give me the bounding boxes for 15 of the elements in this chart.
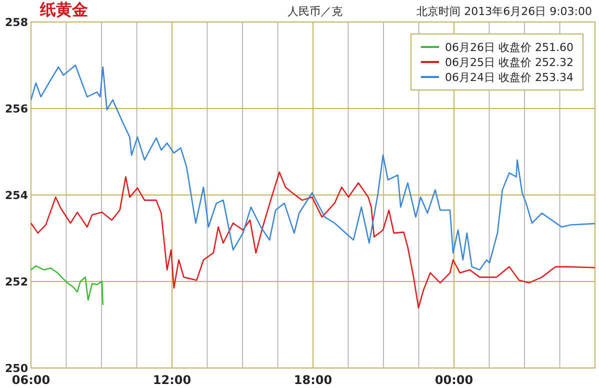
y-tick-label: 256 — [5, 102, 28, 116]
legend-label: 06月24日 收盘价 253.34 — [445, 71, 574, 84]
legend-label: 06月26日 收盘价 251.60 — [445, 41, 574, 54]
x-tick-label: 00:00 — [434, 373, 474, 387]
text: 北京时间 2013年6月26日 9:03:00 — [416, 5, 592, 18]
y-tick-label: 250 — [5, 362, 28, 375]
y-tick-label: 254 — [5, 189, 28, 202]
chart-title: 纸黄金 — [39, 0, 88, 19]
y-axis-title: 人民币／克 — [288, 5, 342, 18]
x-tick-label: 06:00 — [12, 373, 50, 387]
x-tick-label: 18:00 — [294, 373, 332, 387]
y-tick-label: 258 — [5, 16, 28, 29]
legend-label: 06月25日 收盘价 252.32 — [445, 56, 574, 69]
y-tick-label: 252 — [5, 276, 28, 288]
x-tick-label: 12:00 — [152, 373, 192, 387]
